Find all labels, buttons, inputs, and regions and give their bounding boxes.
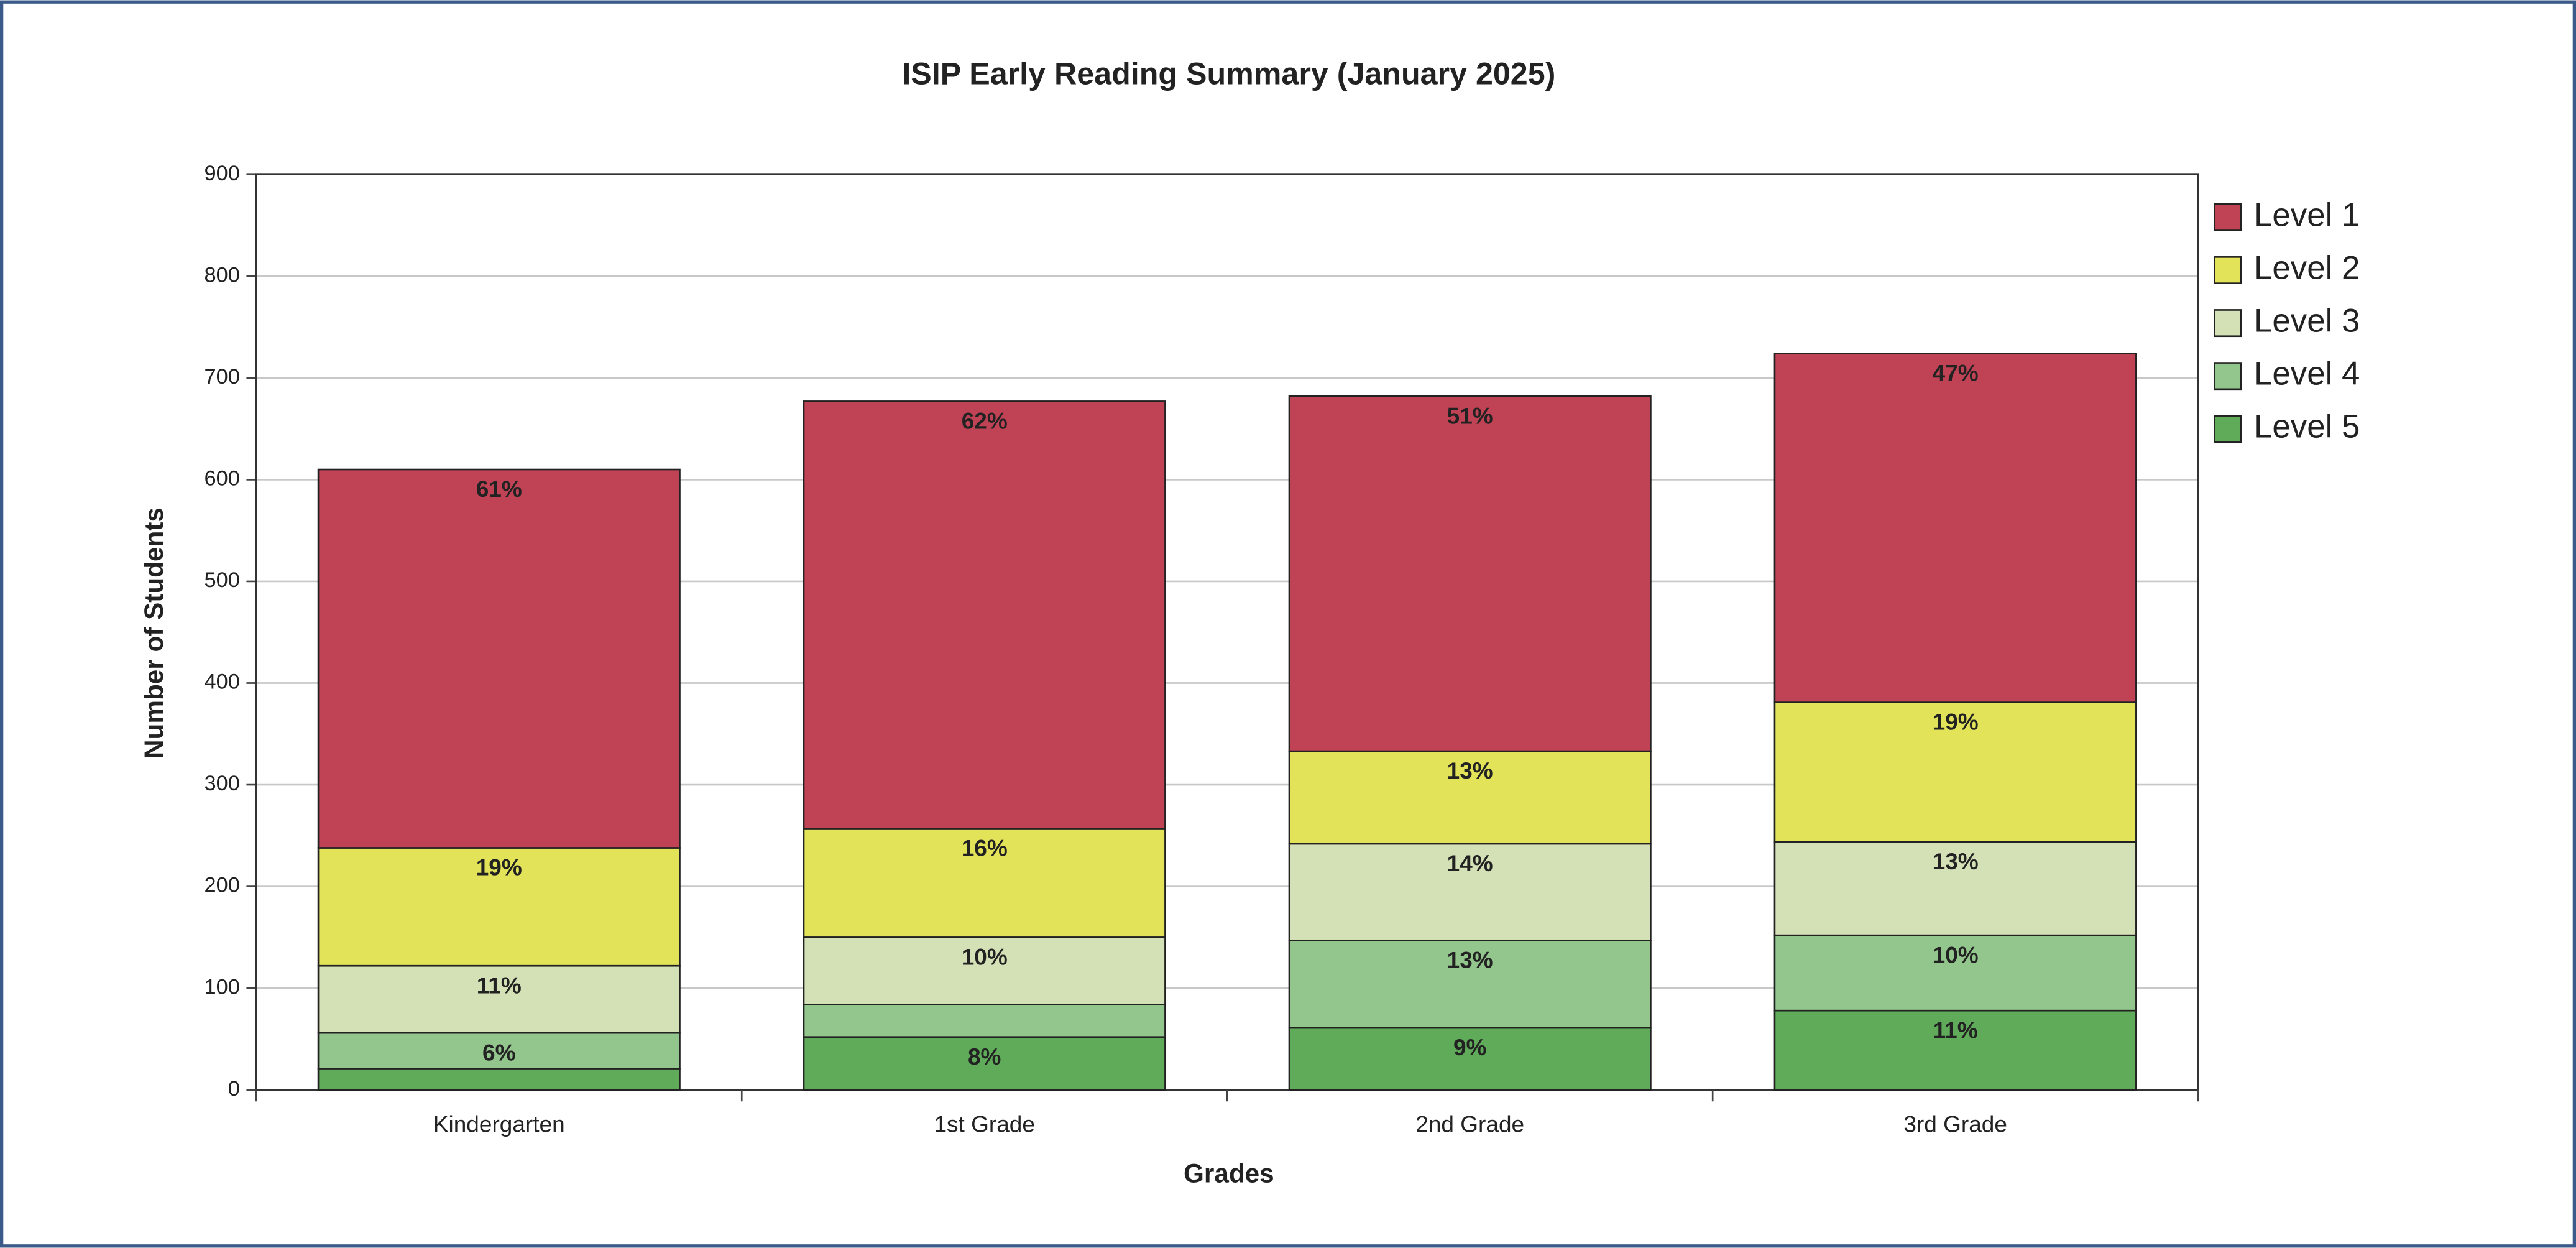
bar-segment bbox=[317, 1068, 681, 1091]
y-tick-label: 900 bbox=[205, 162, 240, 185]
bar-segment bbox=[803, 1036, 1166, 1091]
legend-swatch bbox=[2214, 256, 2242, 284]
data-label: 62% bbox=[962, 409, 1008, 434]
data-label: 16% bbox=[962, 836, 1008, 861]
bar-segment bbox=[1773, 934, 2137, 1012]
data-label: 10% bbox=[1933, 942, 1979, 968]
legend-label: Level 3 bbox=[2254, 303, 2360, 340]
y-tick-label: 100 bbox=[205, 975, 240, 999]
y-tick-label: 0 bbox=[228, 1077, 240, 1101]
legend-label: Level 1 bbox=[2254, 196, 2360, 233]
y-tick-label: 200 bbox=[205, 874, 240, 897]
y-tick-label: 500 bbox=[205, 568, 240, 592]
y-tick-label: 600 bbox=[205, 466, 240, 490]
x-axis-label: Grades bbox=[1184, 1158, 1274, 1188]
x-tick-label: 2nd Grade bbox=[1415, 1112, 1524, 1137]
chart-title: ISIP Early Reading Summary (January 2025… bbox=[902, 56, 1555, 91]
x-tick-label: 1st Grade bbox=[934, 1112, 1034, 1137]
bar-segment bbox=[803, 400, 1166, 830]
bar-segment bbox=[1288, 395, 1652, 752]
bar-segment bbox=[1288, 1027, 1652, 1091]
x-tick-label: 3rd Grade bbox=[1903, 1112, 2007, 1137]
data-label: 6% bbox=[482, 1040, 515, 1065]
data-label: 14% bbox=[1447, 851, 1493, 876]
data-label: 9% bbox=[1453, 1035, 1486, 1060]
data-label: 13% bbox=[1447, 947, 1493, 973]
y-tick-label: 400 bbox=[205, 670, 240, 694]
data-label: 61% bbox=[476, 476, 522, 502]
bar-segment bbox=[1773, 353, 2137, 703]
data-label: 47% bbox=[1933, 361, 1979, 386]
bar-segment bbox=[803, 1004, 1166, 1038]
bar-segment bbox=[317, 847, 681, 967]
x-tick-label: Kindergarten bbox=[433, 1112, 565, 1137]
data-label: 10% bbox=[962, 945, 1008, 970]
data-label: 19% bbox=[1933, 710, 1979, 735]
bar-segment bbox=[1288, 843, 1652, 941]
data-label: 13% bbox=[1447, 758, 1493, 783]
y-tick-label: 700 bbox=[205, 365, 240, 389]
data-label: 13% bbox=[1933, 849, 1979, 874]
data-label: 11% bbox=[477, 973, 522, 998]
bar-segment bbox=[1288, 939, 1652, 1029]
bar-segment bbox=[1773, 841, 2137, 936]
legend-swatch bbox=[2214, 203, 2242, 231]
data-label: 8% bbox=[968, 1044, 1001, 1070]
legend-label: Level 4 bbox=[2254, 356, 2360, 392]
legend-swatch bbox=[2214, 415, 2242, 443]
legend-swatch bbox=[2214, 362, 2242, 391]
y-tick-label: 800 bbox=[205, 263, 240, 287]
bar-segment bbox=[1773, 701, 2137, 843]
bar-segment bbox=[803, 936, 1166, 1005]
data-label: 11% bbox=[1933, 1017, 1978, 1043]
bar-segment bbox=[317, 468, 681, 849]
data-label: 19% bbox=[476, 855, 522, 881]
y-tick-label: 300 bbox=[205, 772, 240, 795]
legend-label: Level 2 bbox=[2254, 249, 2360, 286]
bar-segment bbox=[1288, 750, 1652, 845]
legend-label: Level 5 bbox=[2254, 409, 2360, 445]
bar-segment bbox=[1773, 1009, 2137, 1091]
bar-segment bbox=[317, 1032, 681, 1070]
data-label: 51% bbox=[1447, 403, 1493, 428]
legend-swatch bbox=[2214, 309, 2242, 338]
y-axis-label: Number of Students bbox=[139, 507, 168, 759]
